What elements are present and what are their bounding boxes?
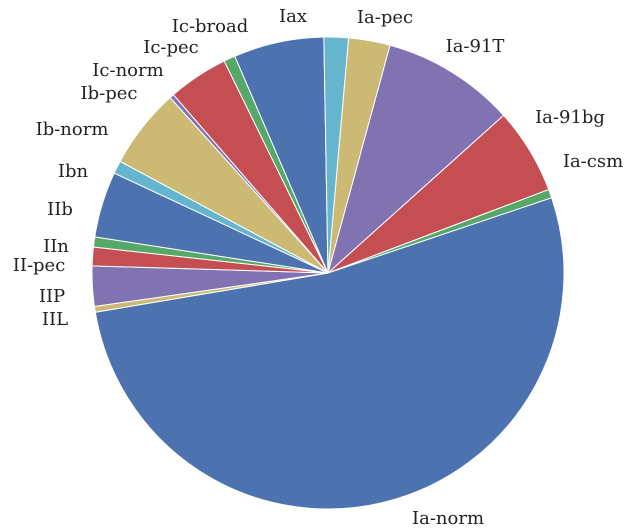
pie-label-ibn: Ibn bbox=[58, 161, 89, 182]
pie-label-ia-csm: Ia-csm bbox=[563, 151, 623, 172]
pie-label-iip: IIP bbox=[39, 286, 65, 307]
pie-label-iin: IIn bbox=[43, 236, 69, 257]
pie-slice-ia-91t bbox=[327, 44, 505, 275]
pie-slice-iax bbox=[323, 36, 350, 274]
pie-label-ii-pec: II-pec bbox=[13, 255, 66, 276]
pie-label-ic-pec: Ic-pec bbox=[143, 37, 199, 58]
pie-label-iil: IIL bbox=[42, 309, 68, 330]
pie-label-ia-91t: Ia-91T bbox=[446, 36, 505, 57]
pie-slice-ia-norm bbox=[94, 197, 565, 510]
pie-label-ic-norm: Ic-norm bbox=[92, 60, 163, 81]
pie-label-iib: IIb bbox=[47, 199, 73, 220]
pie-label-iax: Iax bbox=[279, 6, 307, 27]
pie-label-ia-pec: Ia-pec bbox=[357, 7, 413, 28]
pie-label-ib-pec: Ib-pec bbox=[81, 83, 138, 104]
pie-label-ia-norm: Ia-norm bbox=[412, 508, 484, 529]
pie-slices bbox=[91, 36, 565, 510]
pie-label-ia-91bg: Ia-91bg bbox=[535, 107, 605, 128]
pie-label-ic-broad: Ic-broad bbox=[172, 16, 249, 37]
pie-label-ib-norm: Ib-norm bbox=[36, 119, 109, 140]
